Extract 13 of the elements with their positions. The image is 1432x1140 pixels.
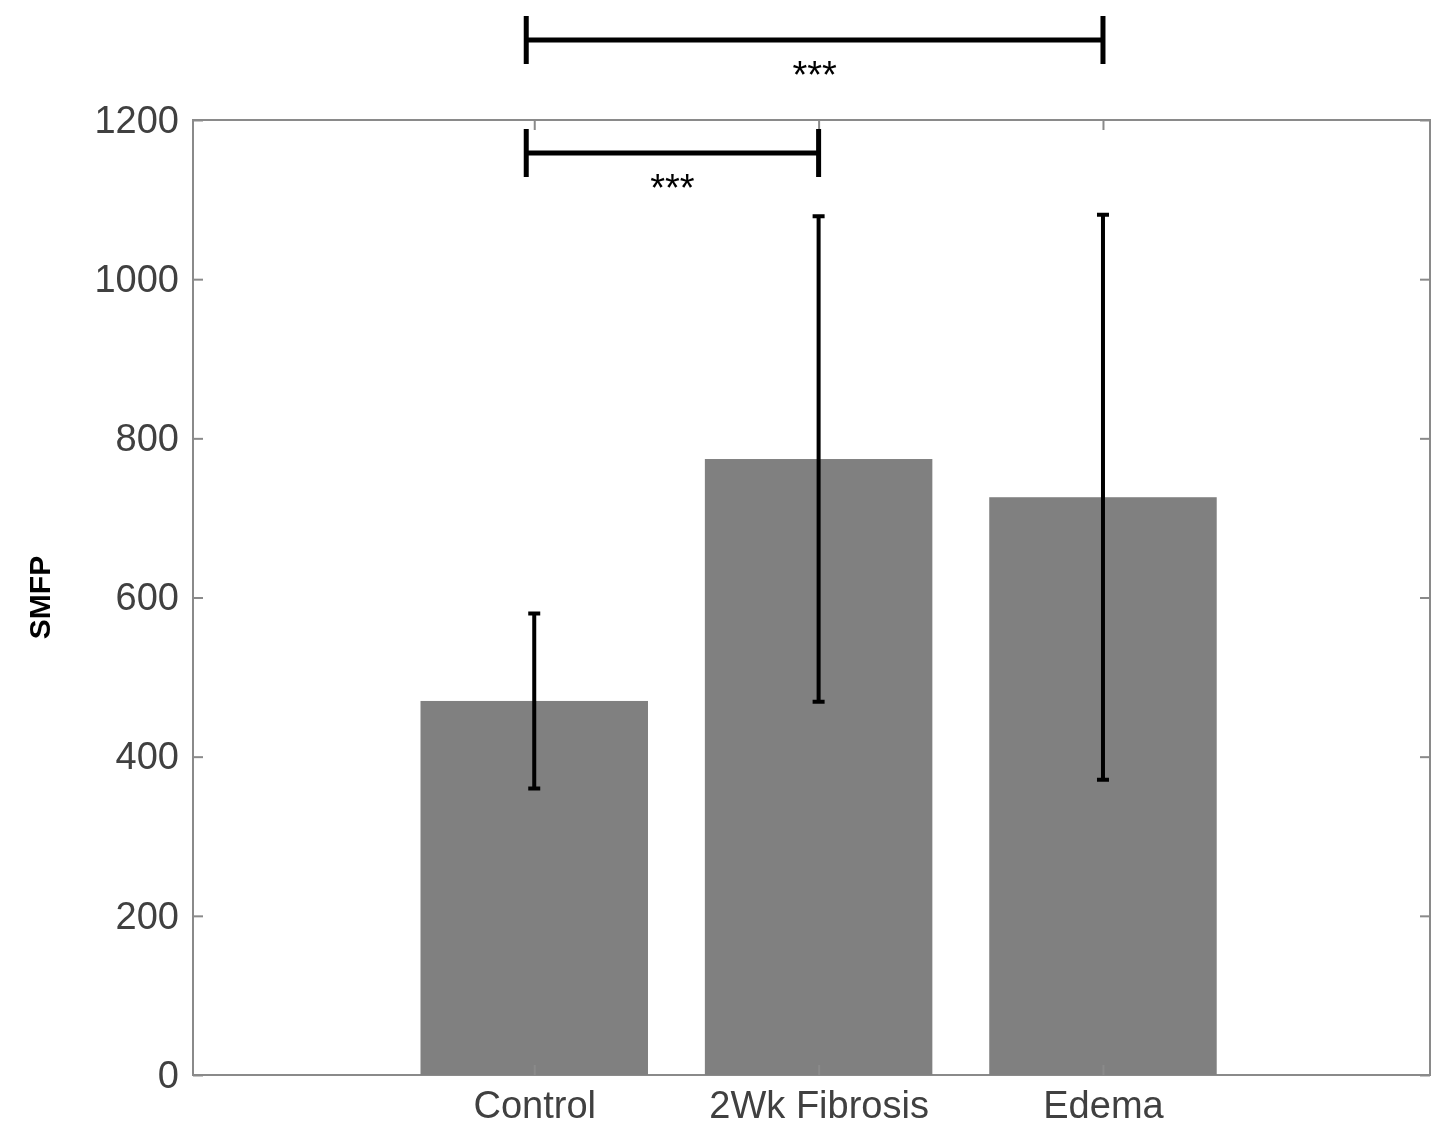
x-tick-label: Control xyxy=(473,1083,596,1126)
annotation: *** xyxy=(650,167,695,209)
x-tick-label: 2Wk Fibrosis xyxy=(709,1083,929,1126)
y-tick-label: 200 xyxy=(115,894,179,937)
y-tick-label: 800 xyxy=(115,416,179,459)
text: *** xyxy=(792,54,837,96)
y-tick-label: 0 xyxy=(157,1053,179,1096)
y-tick-label: 1200 xyxy=(94,98,179,141)
x-tick-label: Edema xyxy=(1043,1083,1165,1126)
y-tick-label: 1000 xyxy=(94,257,179,300)
y-axis-title: SMFP xyxy=(23,555,56,640)
y-tick-label: 400 xyxy=(115,735,179,778)
y-tick-label: 600 xyxy=(115,576,179,619)
